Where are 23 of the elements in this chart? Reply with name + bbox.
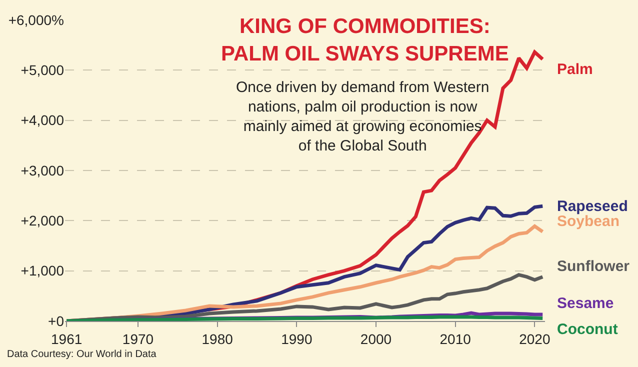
x-tick-label: 2010 <box>440 330 472 347</box>
x-tick-label: 2000 <box>360 330 392 347</box>
x-tick-label: 1990 <box>281 330 312 347</box>
y-tick-label: +6,000% <box>8 12 64 28</box>
x-tick-label: 1970 <box>122 330 154 347</box>
y-tick-label: +0 <box>48 312 64 329</box>
y-tick-label: +1,000 <box>20 262 64 279</box>
series-label: Sesame <box>557 295 614 312</box>
series-label: Palm <box>557 61 593 78</box>
y-tick-label: +4,000 <box>20 112 64 128</box>
x-tick-label: 1980 <box>202 330 234 347</box>
series-label: Sunflower <box>557 258 630 275</box>
y-tick-label: +3,000 <box>20 162 64 178</box>
series-label: Soybean <box>557 213 620 230</box>
text: Data Courtesy: Our World in Data <box>7 349 157 360</box>
chart-title: KING OF COMMODITIES: PALM OIL SWAYS SUPREME <box>221 15 509 66</box>
series-label: Coconut <box>557 321 618 338</box>
y-tick-label: +5,000 <box>20 62 64 78</box>
x-tick-label: 1961 <box>51 330 82 347</box>
x-tick-label: 2020 <box>519 330 550 347</box>
text: Once driven by demand from Western nations, palm oil production is now mainly aimed at growing economies of the Global South <box>236 79 490 154</box>
y-tick-label: +2,000 <box>20 212 64 229</box>
series-label: Rapeseed <box>557 198 628 215</box>
